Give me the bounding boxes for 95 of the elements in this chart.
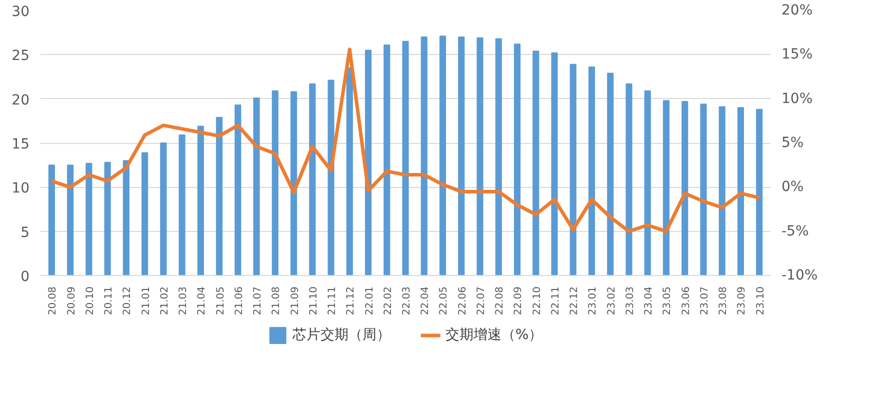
x-tick-label: 20.10	[84, 286, 96, 316]
x-tick-label: 23.10	[755, 286, 766, 316]
bar	[384, 44, 390, 276]
x-tick-label: 22.05	[438, 286, 450, 316]
bar	[67, 164, 74, 276]
x-tick-label: 21.10	[308, 286, 320, 316]
y-tick-label: 0	[20, 269, 30, 285]
bar	[104, 162, 111, 276]
x-tick-label: 22.03	[402, 286, 412, 316]
bar	[439, 36, 446, 276]
x-tick-label: 20.09	[66, 286, 78, 316]
x-tick-label: 22.10	[532, 286, 543, 316]
x-tick-label: 20.11	[104, 286, 115, 316]
bar	[86, 162, 92, 276]
bar	[756, 108, 763, 276]
x-tick-label: 22.12	[569, 286, 580, 316]
bar	[551, 52, 558, 276]
x-tick-label: 23.04	[644, 286, 655, 316]
bar	[662, 100, 670, 276]
x-tick-label: 22.07	[476, 286, 487, 316]
x-tick-label: 21.06	[234, 286, 245, 316]
y2-tick-label: -10%	[782, 268, 818, 284]
bar	[197, 126, 204, 276]
bar	[160, 142, 167, 276]
bar	[458, 36, 465, 276]
bar	[700, 104, 707, 276]
x-tick-label: 22.08	[494, 286, 506, 316]
y2-tick-label: 10%	[782, 90, 813, 107]
x-tick-label: 21.04	[196, 286, 208, 316]
y-tick-label: 5	[20, 224, 30, 241]
bar	[682, 100, 688, 276]
x-tick-label: 23.05	[662, 286, 674, 316]
x-tick-label: 23.03	[624, 286, 636, 316]
y-tick-label: 20	[12, 92, 30, 108]
bar	[607, 72, 614, 276]
x-tick-label: 22.11	[550, 286, 562, 316]
bar	[364, 50, 372, 276]
bar	[626, 83, 632, 276]
y-tick-label: 15	[12, 136, 30, 152]
x-tick-label: 23.09	[736, 286, 748, 316]
x-tick-label: 22.02	[382, 286, 394, 316]
bar	[272, 90, 278, 276]
y-tick-label: 25	[12, 48, 30, 64]
bar	[346, 67, 353, 276]
x-tick-label: 20.08	[48, 286, 59, 316]
bar	[328, 80, 334, 276]
x-tick-label: 23.08	[718, 286, 730, 316]
x-tick-label: 22.04	[420, 286, 432, 316]
x-tick-label: 22.01	[364, 286, 376, 316]
x-tick-label: 20.12	[122, 286, 134, 316]
bar	[514, 44, 521, 276]
bar	[253, 97, 260, 276]
x-tick-label: 23.02	[606, 286, 618, 316]
bar	[309, 83, 316, 276]
bar	[122, 160, 130, 276]
y-tick-label: 30	[12, 4, 30, 20]
y2-tick-label: 5%	[782, 135, 804, 151]
y-tick-label: 10	[12, 180, 30, 197]
bar	[737, 107, 744, 276]
y2-tick-label: 0%	[782, 179, 804, 196]
x-tick-label: 21.12	[346, 286, 357, 316]
x-tick-label: 21.05	[215, 286, 226, 316]
x-tick-label: 21.01	[140, 286, 152, 316]
y2-tick-label: 15%	[782, 46, 813, 63]
bar	[570, 64, 576, 276]
bar	[234, 104, 242, 276]
bar	[532, 50, 540, 276]
bar	[178, 134, 186, 276]
bar	[141, 152, 148, 276]
bar	[644, 90, 651, 276]
x-tick-label: 22.09	[513, 286, 524, 316]
x-tick-label: 23.07	[699, 286, 710, 316]
legend-label: 芯片交期（周）	[292, 326, 390, 344]
y2-tick-label: -5%	[782, 223, 809, 240]
bar	[402, 40, 409, 276]
x-tick-label: 21.02	[159, 286, 170, 316]
x-tick-label: 23.01	[588, 286, 599, 316]
bar	[216, 116, 223, 276]
x-tick-label: 21.07	[252, 286, 264, 316]
x-tick-label: 22.06	[457, 286, 468, 316]
x-tick-label: 21.03	[178, 286, 190, 316]
x-tick-label: 21.08	[271, 286, 282, 316]
bar	[290, 91, 298, 276]
x-tick-label: 21.11	[327, 286, 338, 316]
x-tick-label: 23.06	[680, 286, 692, 316]
bar	[588, 66, 596, 276]
legend-label: 交期增速（%）	[445, 326, 543, 344]
bar	[476, 37, 484, 276]
y2-tick-label: 20%	[782, 2, 813, 18]
x-tick-label: 21.09	[290, 286, 301, 316]
bar	[48, 164, 55, 276]
bar	[718, 106, 726, 276]
bar	[420, 36, 428, 276]
line-series	[50, 48, 762, 234]
bar	[495, 38, 502, 276]
